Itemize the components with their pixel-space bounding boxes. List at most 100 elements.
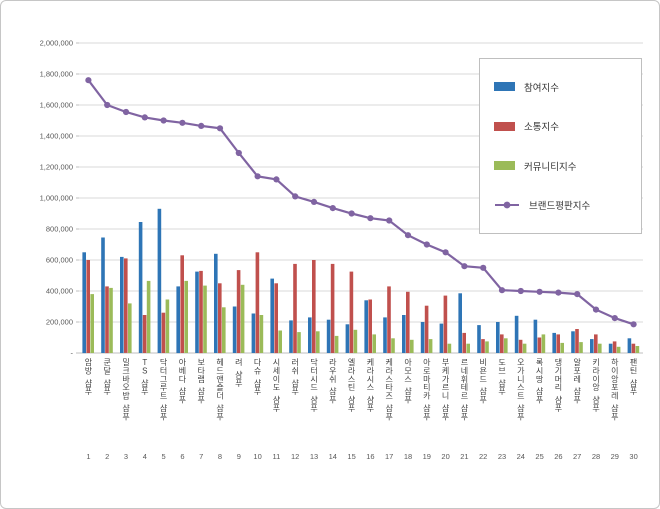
bar-communication [481, 339, 485, 353]
bar-participation [251, 313, 256, 353]
reputation-line-marker [480, 264, 487, 271]
x-axis-rank: 16 [366, 452, 374, 461]
x-axis-rank: 27 [573, 452, 581, 461]
legend-item-brand-reputation-index: 브랜드평판지수 [494, 198, 637, 212]
y-axis-label: 200,000 [46, 318, 73, 327]
bar-communication [518, 339, 523, 353]
bar-communication [631, 343, 636, 353]
legend-label-community-index: 커뮤니티지수 [524, 161, 577, 173]
bar-participation [590, 339, 594, 353]
x-axis-rank: 3 [124, 452, 128, 461]
legend-item-participation-index: 참여지수 [494, 80, 637, 94]
x-axis-rank: 19 [423, 452, 431, 461]
bar-communication [556, 334, 560, 353]
x-axis-rank: 4 [143, 452, 147, 461]
x-axis-rank: 20 [441, 452, 449, 461]
reputation-line-marker [160, 117, 167, 124]
bar-communication [462, 332, 466, 354]
bar-community [616, 346, 621, 353]
x-axis-rank: 26 [554, 452, 562, 461]
bar-participation [627, 338, 632, 353]
reputation-line-marker [442, 249, 449, 256]
x-axis-rank: 6 [180, 452, 184, 461]
bar-communication [349, 271, 354, 353]
bar-community [598, 343, 602, 353]
reputation-line [87, 79, 634, 326]
reputation-line-marker [254, 173, 261, 180]
community-index-swatch-icon [494, 161, 515, 171]
bar-community [560, 342, 564, 353]
bar-community [466, 343, 470, 353]
bar-communication [368, 299, 372, 353]
reputation-line-marker [555, 289, 562, 296]
legend-item-communication-index: 소통지수 [494, 119, 637, 133]
communication-index-swatch-icon [494, 121, 515, 131]
bar-community [372, 334, 376, 353]
x-axis-rank: 24 [517, 452, 525, 461]
x-axis-rank: 23 [498, 452, 506, 461]
bar-communication [424, 305, 429, 353]
x-axis-rank: 8 [218, 452, 222, 461]
bar-communication [180, 255, 184, 353]
y-axis-label: 800,000 [46, 225, 73, 234]
x-axis-rank: 30 [629, 452, 637, 461]
bar-participation [533, 319, 538, 353]
bar-community [541, 334, 546, 353]
reputation-line-marker [404, 232, 412, 239]
y-axis-label: 1,400,000 [40, 132, 73, 141]
bar-community [259, 315, 264, 353]
bar-communication [161, 312, 166, 353]
bar-communication [199, 270, 203, 354]
x-axis-rank: 28 [592, 452, 600, 461]
reputation-line-marker [423, 241, 430, 248]
bar-participation [552, 332, 556, 354]
reputation-line-marker [348, 210, 355, 217]
bar-participation [496, 322, 500, 353]
x-axis-rank: 14 [329, 452, 337, 461]
bar-community [410, 339, 414, 353]
bar-community [203, 285, 207, 353]
bar-participation [138, 222, 143, 353]
reputation-line-marker [235, 149, 242, 157]
bar-communication [443, 295, 448, 353]
bar-community [635, 346, 640, 353]
x-axis-rank: 17 [385, 452, 393, 461]
bar-participation [195, 271, 199, 353]
bar-community [128, 303, 132, 353]
bar-participation [439, 323, 444, 353]
bar-participation [82, 252, 86, 354]
y-axis-label: 2,000,000 [40, 39, 73, 48]
y-axis-label: 1,000,000 [40, 194, 73, 203]
reputation-line-marker [461, 263, 468, 270]
chart-legend: 참여지수 소통지수 커뮤니티지수 브랜드평판지수 [479, 58, 642, 234]
bar-participation [420, 322, 425, 353]
bar-community [316, 331, 320, 353]
legend-item-community-index: 커뮤니티지수 [494, 159, 637, 173]
bar-communication [312, 260, 316, 353]
bar-participation [120, 256, 124, 353]
x-axis-rank: 25 [535, 452, 543, 461]
bar-community [334, 335, 339, 353]
x-axis-rank: 9 [237, 452, 241, 461]
bar-community [278, 330, 282, 353]
x-axis-rank: 15 [347, 452, 355, 461]
reputation-line-marker [310, 198, 318, 205]
